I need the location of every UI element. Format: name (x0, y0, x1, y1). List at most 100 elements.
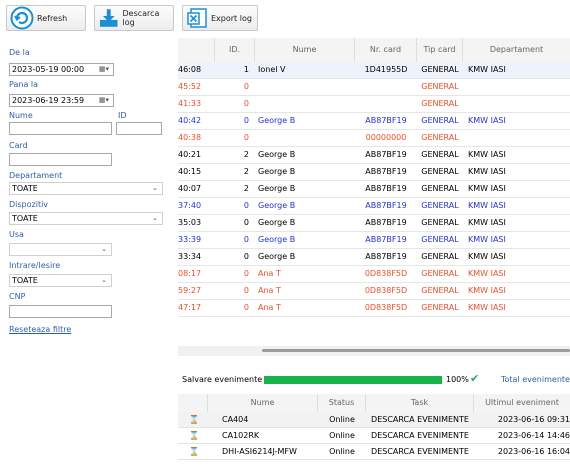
cell-nr-card: 0D838F5D (364, 269, 408, 278)
de-la-datetime-picker[interactable]: 2023-05-19 00:00 ▦▾ (9, 63, 114, 76)
cell-nume: George B (258, 252, 296, 261)
cell-task: DESCARCA EVENIMENTE (371, 447, 469, 456)
intrare-iesire-label: Intrare/Iesire (9, 261, 61, 270)
table-row[interactable]: 35:03 0 George B AB87BF19 GENERAL KMW IASI (178, 215, 570, 232)
intrare-iesire-select[interactable]: TOATE ⌄ (9, 274, 112, 287)
cell-nr-card: AB87BF19 (365, 252, 407, 261)
table-row[interactable]: 41:33 0 GENERAL (178, 96, 570, 113)
cell-nume (258, 96, 354, 112)
cell-departament (468, 96, 568, 112)
progress-bar (264, 376, 442, 384)
cell-time: 40:21 (178, 150, 202, 159)
cnp-input[interactable] (9, 305, 112, 318)
calendar-icon[interactable]: ▦▾ (98, 65, 109, 73)
progress-label: Salvare evenimente (182, 375, 263, 384)
cell-time: 40:42 (178, 116, 202, 125)
device-icon: ⌛ (189, 431, 199, 440)
export-log-button[interactable]: Export log (182, 5, 258, 31)
cell-nr-card (355, 96, 417, 112)
events-table: ID. Nume Nr. card Tip card Departament 4… (178, 38, 570, 356)
reset-filters-link[interactable]: Reseteaza filtre (9, 325, 72, 334)
horizontal-scrollbar[interactable] (178, 346, 570, 356)
cell-device-nume: DHI-ASI6214J-MFW (222, 447, 297, 456)
cell-time: 41:33 (178, 99, 202, 108)
table-row[interactable]: 47:17 0 Ana T 0D838F5D GENERAL KMW IASI (178, 300, 570, 317)
device-row[interactable]: ⌛ DHI-ASI6214J-MFW Online DESCARCA EVENIMEN… (178, 444, 570, 460)
download-icon (99, 9, 118, 27)
header-ultimul-eveniment[interactable]: Ultimul eveniment (485, 398, 559, 407)
cell-time: 46:08 (178, 65, 202, 74)
scrollbar-thumb[interactable] (262, 349, 570, 352)
cell-ultimul-eveniment: 2023-06-16 09:31 (497, 415, 570, 424)
cell-id: 1 (243, 65, 249, 74)
cell-nr-card: AB87BF19 (365, 167, 407, 176)
nume-input[interactable] (9, 122, 112, 135)
de-la-label: De la (9, 48, 30, 57)
table-row[interactable]: 59:27 0 Ana T 0D838F5D GENERAL KMW IASI (178, 283, 570, 300)
table-row[interactable]: 33:34 0 George B AB87BF19 GENERAL KMW IASI (178, 249, 570, 266)
cell-id: 0 (243, 286, 249, 295)
id-input[interactable] (116, 122, 162, 135)
header-departament[interactable]: Departament (489, 45, 544, 54)
cell-id: 0 (243, 201, 249, 210)
cell-nr-card: AB87BF19 (365, 184, 407, 193)
header-device-nume[interactable]: Nume (208, 394, 318, 412)
header-tip-card[interactable]: Tip card (417, 38, 463, 62)
departament-select[interactable]: TOATE ⌄ (9, 182, 163, 195)
pana-la-datetime-picker[interactable]: 2023-06-19 23:59 ▦▾ (9, 94, 114, 107)
refresh-button[interactable]: Refresh (6, 5, 86, 31)
cell-nr-card (355, 79, 417, 95)
header-task[interactable]: Task (366, 394, 474, 412)
cell-nr-card: AB87BF19 (365, 218, 407, 227)
chevron-down-icon: ⌄ (152, 184, 158, 192)
table-row[interactable]: 37:40 0 George B AB87BF19 GENERAL KMW IASI (178, 198, 570, 215)
header-status[interactable]: Status (318, 394, 366, 412)
calendar-icon[interactable]: ▦▾ (98, 96, 109, 104)
cell-departament: KMW IASI (468, 65, 506, 74)
table-row[interactable]: 40:42 0 George B AB87BF19 GENERAL KMW IASI (178, 113, 570, 130)
device-row[interactable]: ⌛ CA404 Online DESCARCA EVENIMENTE 2023-06-1… (178, 412, 570, 428)
check-icon: ✔ (470, 372, 480, 385)
save-progress: Salvare evenimente 100% ✔ Total evenimen… (178, 372, 570, 388)
cell-time: 45:52 (178, 82, 202, 91)
table-row[interactable]: 40:38 0 00000000 GENERAL (178, 130, 570, 147)
cell-departament: KMW IASI (468, 235, 506, 244)
table-row[interactable]: 40:07 2 George B AB87BF19 GENERAL KMW IASI (178, 181, 570, 198)
table-row[interactable]: 33:39 0 George B AB87BF19 GENERAL KMW IASI (178, 232, 570, 249)
cell-nume: George B (258, 201, 296, 210)
table-row[interactable]: 40:21 2 George B AB87BF19 GENERAL KMW IASI (178, 147, 570, 164)
cell-id: 0 (243, 99, 249, 108)
header-nr-card[interactable]: Nr. card (355, 38, 417, 62)
cell-status: Online (329, 415, 355, 424)
refresh-icon (10, 6, 34, 30)
dispozitiv-select[interactable]: TOATE ⌄ (9, 212, 163, 225)
cell-ultimul-eveniment: 2023-06-16 16:04 (497, 447, 570, 456)
header-time[interactable] (178, 38, 215, 62)
cell-tip-card: GENERAL (421, 82, 459, 91)
cell-departament: KMW IASI (468, 116, 506, 125)
dispozitiv-value: TOATE (12, 214, 38, 223)
cell-tip-card: GENERAL (421, 184, 459, 193)
cell-nume (258, 79, 354, 95)
usa-select[interactable]: ⌄ (9, 243, 112, 256)
cell-nume: Ana T (258, 286, 281, 295)
progress-percent: 100% (446, 375, 469, 384)
cell-task: DESCARCA EVENIMENTE (371, 431, 469, 440)
card-label: Card (9, 141, 28, 150)
table-row[interactable]: 46:08 1 Ionel V 1D41955D GENERAL KMW IASI (178, 62, 570, 79)
cell-nume: George B (258, 167, 296, 176)
cell-time: 40:07 (178, 184, 202, 193)
header-id[interactable]: ID. (215, 38, 255, 62)
card-input[interactable] (9, 153, 112, 166)
refresh-label: Refresh (37, 13, 68, 23)
device-row[interactable]: ⌛ CA102RK Online DESCARCA EVENIMENTE 2023-06… (178, 428, 570, 444)
cell-departament: KMW IASI (468, 269, 506, 278)
table-row[interactable]: 40:15 2 George B AB87BF19 GENERAL KMW IASI (178, 164, 570, 181)
descarca-log-button[interactable]: Descarca log (94, 5, 174, 31)
table-row[interactable]: 45:52 0 GENERAL (178, 79, 570, 96)
table-row[interactable]: 08:17 0 Ana T 0D838F5D GENERAL KMW IASI (178, 266, 570, 283)
header-nume[interactable]: Nume (255, 38, 355, 62)
cell-nume: George B (258, 235, 296, 244)
cell-id: 2 (243, 167, 249, 176)
chevron-down-icon: ⌄ (101, 245, 107, 253)
